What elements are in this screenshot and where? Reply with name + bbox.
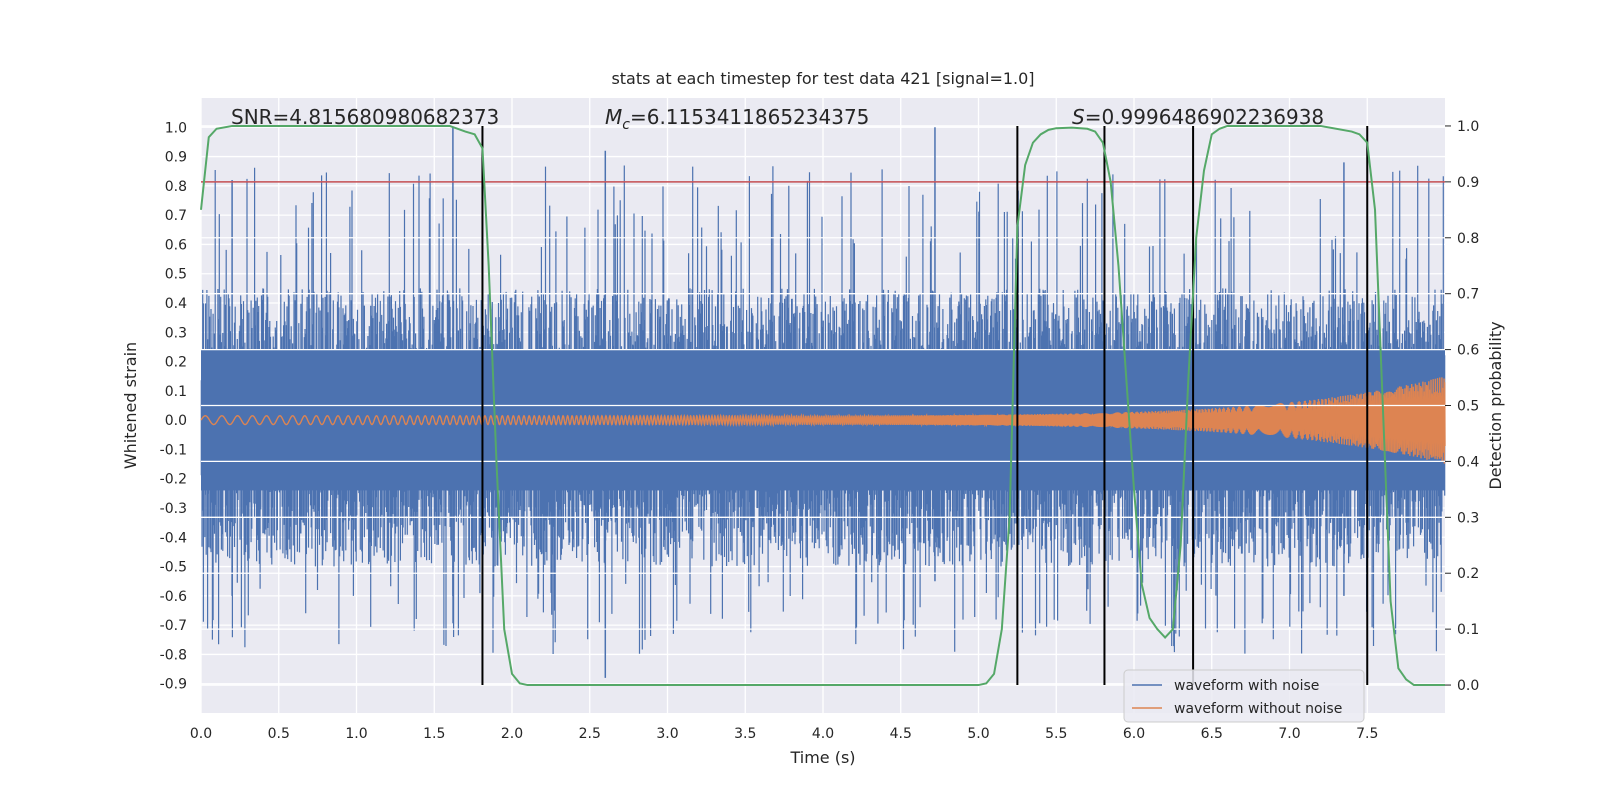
score-annotation: S=0.9996486902236938 [1072,105,1324,129]
y2-tick-label: 0.7 [1457,287,1479,303]
x-tick-label: 2.5 [579,726,601,742]
y-tick-label: 0.7 [165,208,187,224]
y2-tick-label: 0.2 [1457,566,1479,582]
y2-axis-label: Detection probability [1486,321,1505,489]
y-tick-label: 0.5 [165,267,187,283]
y-tick-label: 1.0 [165,120,187,136]
x-tick-label: 4.5 [890,726,912,742]
y2-tick-label: 0.1 [1457,622,1479,638]
ticks-layer: 0.0 0.5 1.0 1.5 2.0 2.5 3.0 3.5 4.0 4.5 5.0 5.5 6.0 6… [160,119,1480,742]
y2-tick-label: 1.0 [1457,119,1479,135]
x-tick-label: 0.0 [190,726,212,742]
y-tick-label: 0.3 [165,325,187,341]
y2-tick-label: 0.6 [1457,343,1479,359]
legend-label-noise: waveform with noise [1174,678,1319,694]
y-tick-label: -0.1 [160,442,187,458]
y-tick-label: -0.4 [160,530,187,546]
x-tick-label: 4.0 [812,726,834,742]
legend-box [1123,669,1365,723]
x-tick-label: 3.5 [734,726,756,742]
x-tick-label: 1.5 [423,726,445,742]
x-tick-label: 5.5 [1045,726,1067,742]
x-tick-label: 7.5 [1356,726,1378,742]
score-value: =0.9996486902236938 [1085,105,1324,129]
y2-tick-label: 0.9 [1457,175,1479,191]
y-tick-label: -0.8 [160,647,187,663]
chirp-mass-subscript: c [622,117,630,133]
y-tick-label: -0.7 [160,618,187,634]
y-tick-label: -0.9 [160,677,187,693]
x-tick-label: 6.0 [1123,726,1145,742]
x-axis-label: Time (s) [789,748,855,767]
y-tick-label: 0.2 [165,355,187,371]
x-tick-label: 7.0 [1278,726,1300,742]
x-tick-label: 5.0 [967,726,989,742]
clean-waveform-layer [200,377,1446,464]
y-tick-label: -0.3 [160,501,187,517]
x-tick-label: 2.0 [501,726,523,742]
probability-layer [200,124,1445,687]
x-tick-label: 6.5 [1201,726,1223,742]
y-tick-label: -0.2 [160,472,187,488]
y2-tick-label: 0.5 [1457,399,1479,415]
score-symbol: S [1072,105,1085,129]
x-tick-label: 1.0 [345,726,367,742]
snr-annotation: SNR=4.815680980682373 [231,105,499,129]
y-tick-label: -0.6 [160,589,187,605]
event-lines-layer [481,125,1369,686]
y2-tick-label: 0.0 [1457,678,1479,694]
chirp-mass-annotation: Mc=6.1153411865234375 [605,105,869,133]
x-tick-label: 3.0 [656,726,678,742]
detection-probability-series [200,124,1445,687]
chirp-mass-value: =6.1153411865234375 [630,105,869,129]
chirp-mass-symbol: M [605,105,622,129]
chart-title: stats at each timestep for test data 421… [611,69,1034,88]
y-tick-label: -0.5 [160,560,187,576]
y-tick-label: 0.4 [165,296,187,312]
legend: waveform with noise waveform without noi… [1123,669,1365,723]
y-tick-label: 0.9 [165,150,187,166]
y-tick-label: 0.8 [165,179,187,195]
y2-tick-label: 0.4 [1457,454,1479,470]
y2-tick-label: 0.8 [1457,231,1479,247]
y-tick-label: 0.6 [165,237,187,253]
y-tick-label: 0.0 [165,413,187,429]
legend-label-clean: waveform without noise [1174,701,1342,717]
y-tick-label: 0.1 [165,384,187,400]
y-axis-label: Whitened strain [121,342,140,469]
x-tick-label: 0.5 [268,726,290,742]
clean-waveform-series [200,377,1446,464]
y2-tick-label: 0.3 [1457,510,1479,526]
